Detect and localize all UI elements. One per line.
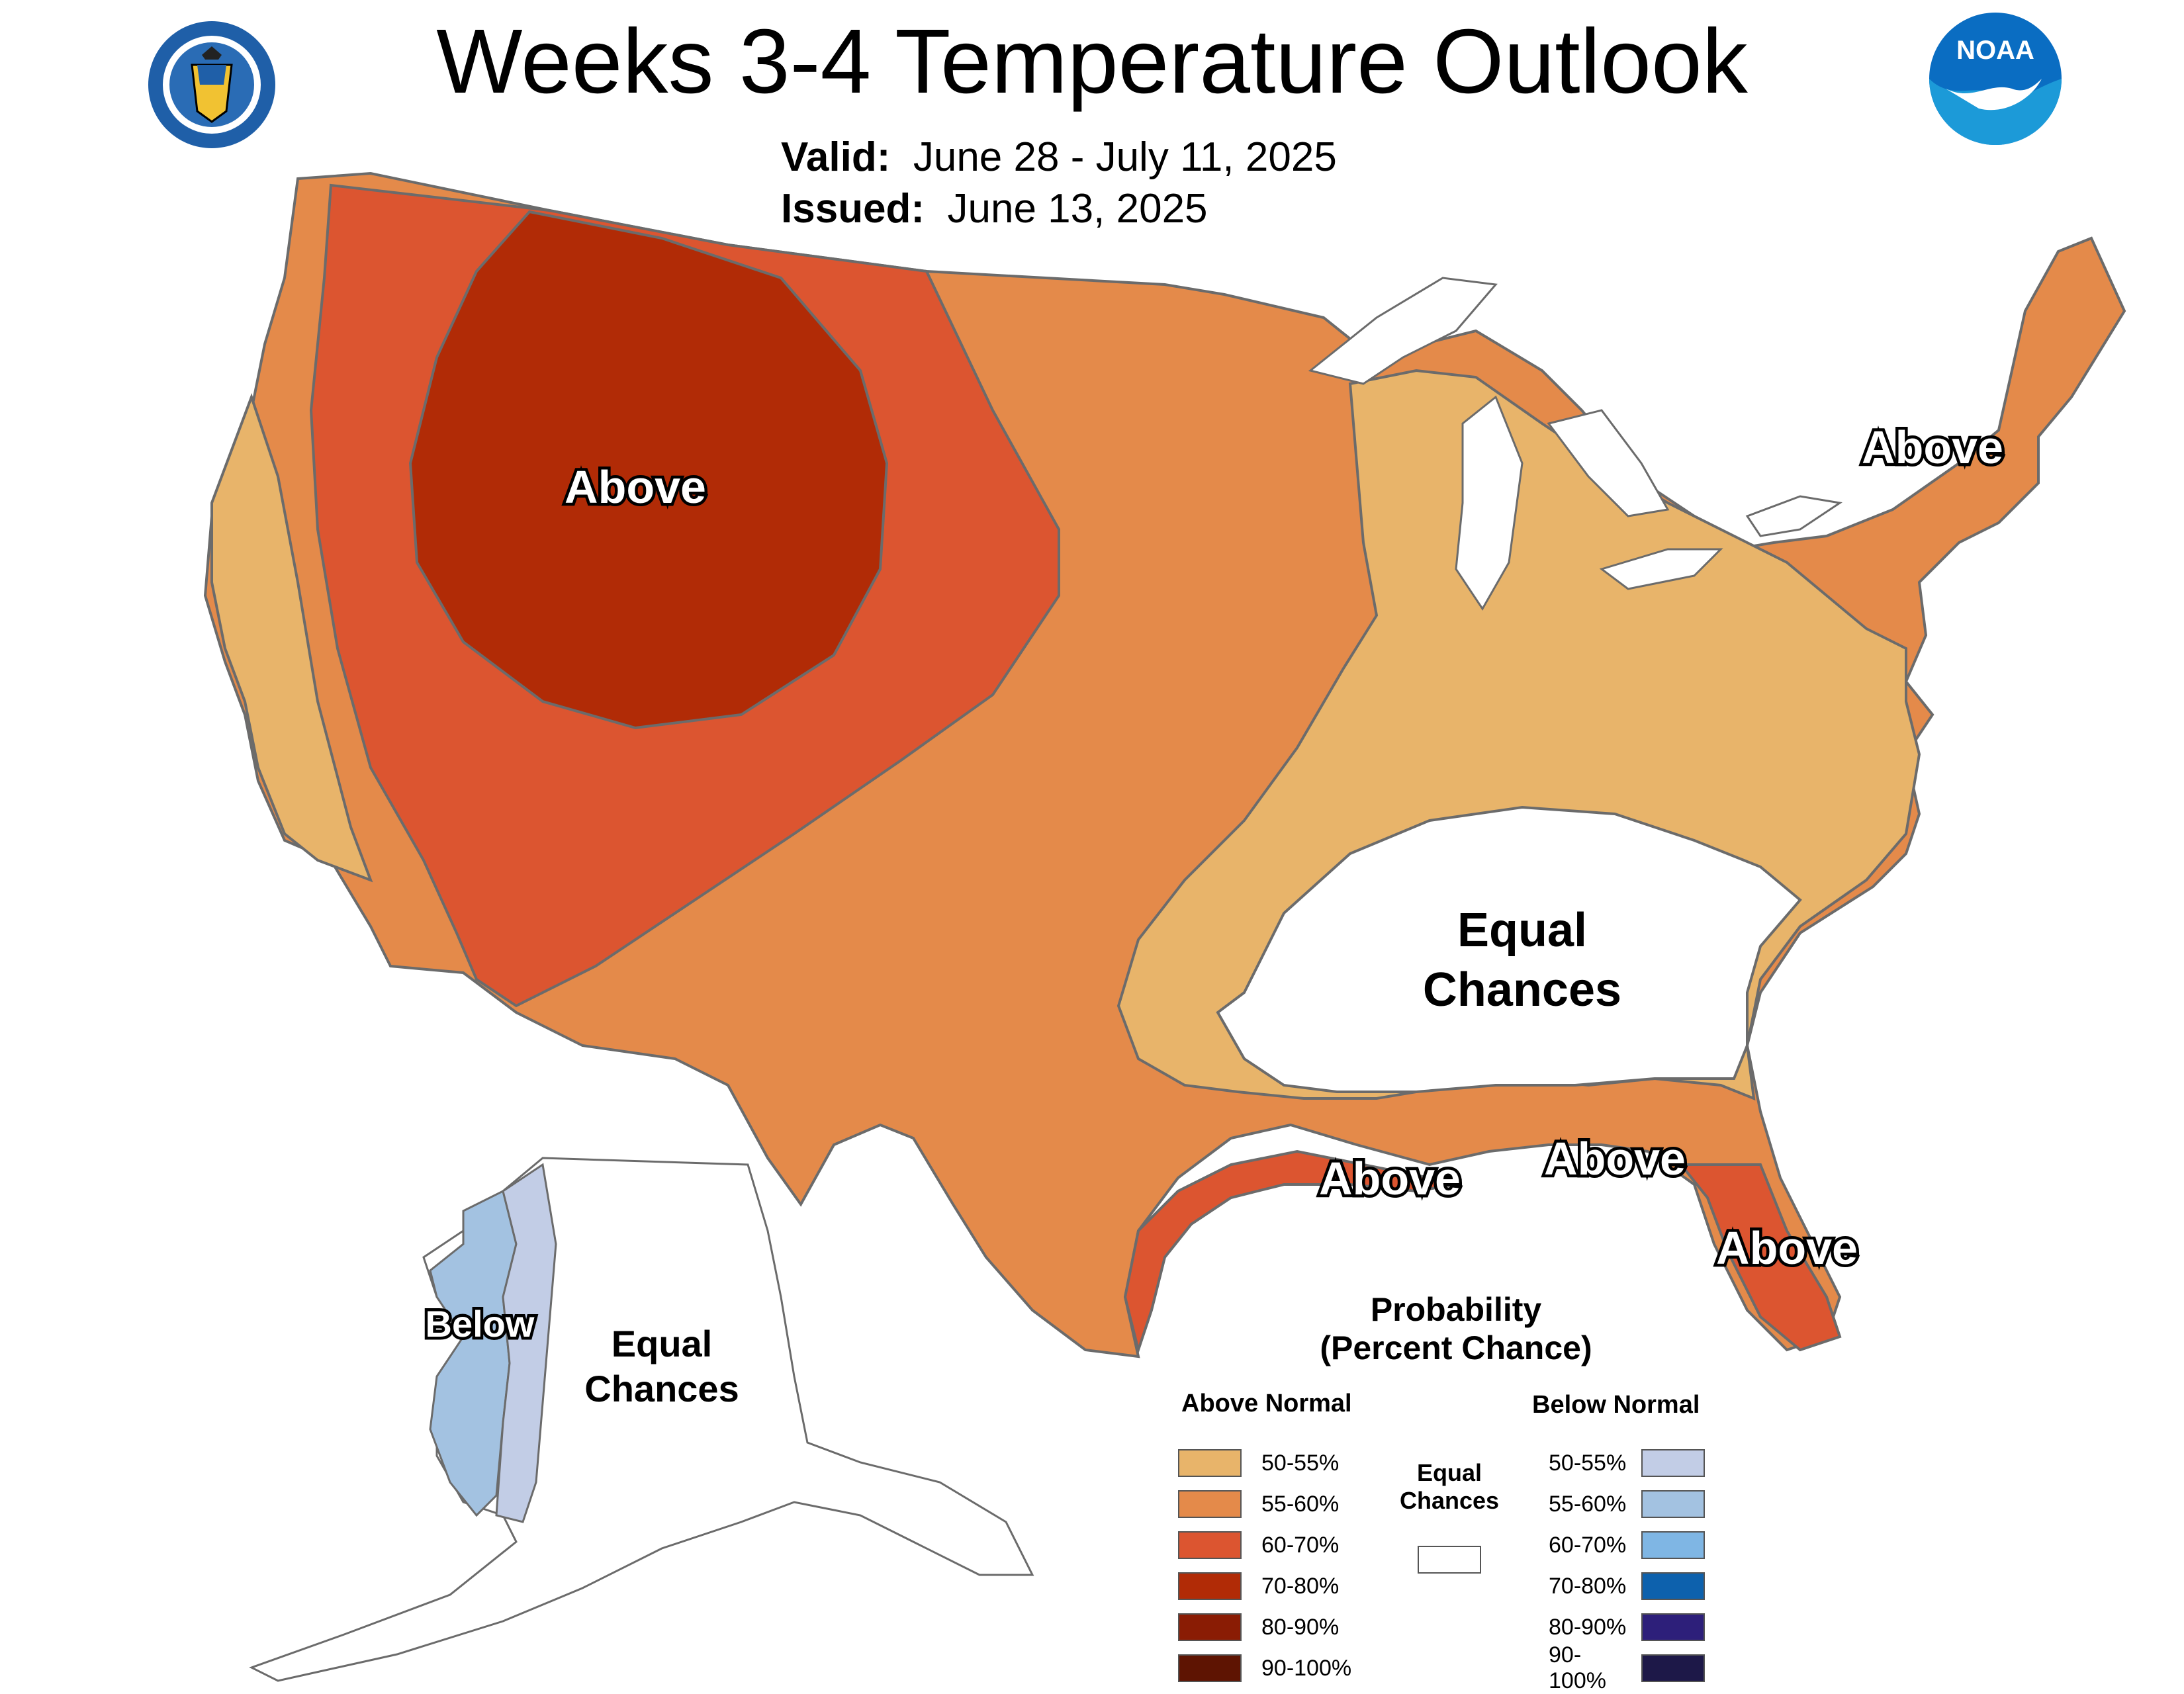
legend-above-row: 80-90% [1178, 1607, 1351, 1648]
legend-below-list: 50-55% 55-60% 60-70% 70-80% 80-90% 90-10… [1549, 1443, 1705, 1693]
legend-above-row: 90-100% [1178, 1648, 1351, 1689]
legend-equal-line2: Chances [1399, 1487, 1500, 1514]
label-alaska-equal-line2: Chances [584, 1368, 739, 1409]
legend-title-line1: Probability [1370, 1291, 1542, 1328]
legend-swatch-above-55-60 [1178, 1490, 1242, 1518]
legend-above-label: 60-70% [1261, 1532, 1340, 1558]
legend-swatch-below-70-80 [1641, 1572, 1705, 1600]
westcoast-50-55-region [210, 393, 373, 883]
label-northeast-above: Above [1862, 422, 2003, 473]
legend-swatch-below-55-60 [1641, 1490, 1705, 1518]
legend-swatch-above-70-80 [1178, 1572, 1242, 1600]
legend-above-header: Above Normal [1181, 1390, 1352, 1417]
legend-above-list: 50-55% 55-60% 60-70% 70-80% 80-90% 90-10… [1178, 1443, 1351, 1689]
label-gulf-above-2: Above [1544, 1133, 1686, 1184]
label-alaska-below: Below [426, 1303, 535, 1345]
label-equal-chances-line1: Equal [1457, 904, 1587, 957]
legend-above-row: 60-70% [1178, 1525, 1351, 1566]
great-lakes [1308, 277, 1843, 611]
southeast-equal-chances-region [1216, 805, 1802, 1093]
legend-swatch-below-50-55 [1641, 1449, 1705, 1477]
legend-above-label: 55-60% [1261, 1491, 1340, 1517]
legend-above-label: 70-80% [1261, 1573, 1340, 1599]
legend-below-label: 80-90% [1549, 1614, 1627, 1640]
noaa-logo-text: NOAA [1956, 36, 2034, 65]
legend-below-label: 50-55% [1549, 1450, 1627, 1476]
legend-below-row: 80-90% [1549, 1607, 1705, 1648]
rockies-70-80-region [408, 210, 889, 730]
legend-swatch-equal [1418, 1546, 1481, 1574]
label-gulf-above-1: Above [1319, 1153, 1461, 1204]
legend-above-row: 50-55% [1178, 1443, 1351, 1484]
legend-swatch-below-80-90 [1641, 1613, 1705, 1641]
legend-below-row: 60-70% [1549, 1525, 1705, 1566]
legend-swatch-above-50-55 [1178, 1449, 1242, 1477]
issued-line: Issued: June 13, 2025 [781, 184, 1208, 234]
legend-below-label: 70-80% [1549, 1573, 1627, 1599]
legend-equal-label: Equal Chances [1383, 1459, 1516, 1515]
legend-below-label: 60-70% [1549, 1532, 1627, 1558]
label-equal-chances-line2: Chances [1423, 963, 1621, 1016]
gulfcoast-60-70-region [1123, 1149, 1457, 1355]
legend-below-label: 55-60% [1549, 1491, 1627, 1517]
legend-above-label: 90-100% [1261, 1655, 1352, 1681]
alaska-below-50-55-region [495, 1163, 557, 1523]
noaa-logo-icon: NOAA [1929, 13, 2062, 145]
legend-below-row: 90-100% [1549, 1642, 1705, 1693]
label-alaska-equal-line1: Equal [612, 1323, 712, 1364]
label-west-above: Above [565, 461, 706, 513]
legend-swatch-below-60-70 [1641, 1531, 1705, 1559]
legend-above-row: 55-60% [1178, 1484, 1351, 1525]
legend-below-row: 55-60% [1549, 1484, 1705, 1525]
label-florida-above: Above [1716, 1222, 1858, 1274]
legend-title: Probability (Percent Chance) [1257, 1290, 1655, 1367]
legend-equal-line1: Equal [1416, 1459, 1482, 1486]
legend-below-row: 50-55% [1549, 1443, 1705, 1484]
valid-line: Valid: June 28 - July 11, 2025 [781, 132, 1337, 183]
issued-value: June 13, 2025 [947, 186, 1208, 232]
legend-swatch-above-60-70 [1178, 1531, 1242, 1559]
valid-label: Valid: [781, 134, 891, 180]
legend-below-row: 70-80% [1549, 1566, 1705, 1607]
legend-above-label: 80-90% [1261, 1614, 1340, 1640]
florida-60-70-region [1678, 1163, 1842, 1352]
valid-value: June 28 - July 11, 2025 [913, 134, 1337, 180]
issued-label: Issued: [781, 186, 925, 232]
legend-swatch-above-90-100 [1178, 1654, 1242, 1682]
page-title: Weeks 3-4 Temperature Outlook [436, 11, 1748, 112]
legend-below-label: 90-100% [1549, 1642, 1606, 1693]
legend-swatch-above-80-90 [1178, 1613, 1242, 1641]
legend-below-header: Below Normal [1532, 1391, 1700, 1419]
department-of-commerce-seal-icon [148, 21, 275, 148]
legend-above-row: 70-80% [1178, 1566, 1351, 1607]
alaska-equal-chances-region [249, 1157, 1034, 1682]
legend-swatch-below-90-100 [1641, 1654, 1705, 1682]
legend-above-label: 50-55% [1261, 1450, 1340, 1476]
legend-title-line2: (Percent Chance) [1320, 1329, 1592, 1366]
